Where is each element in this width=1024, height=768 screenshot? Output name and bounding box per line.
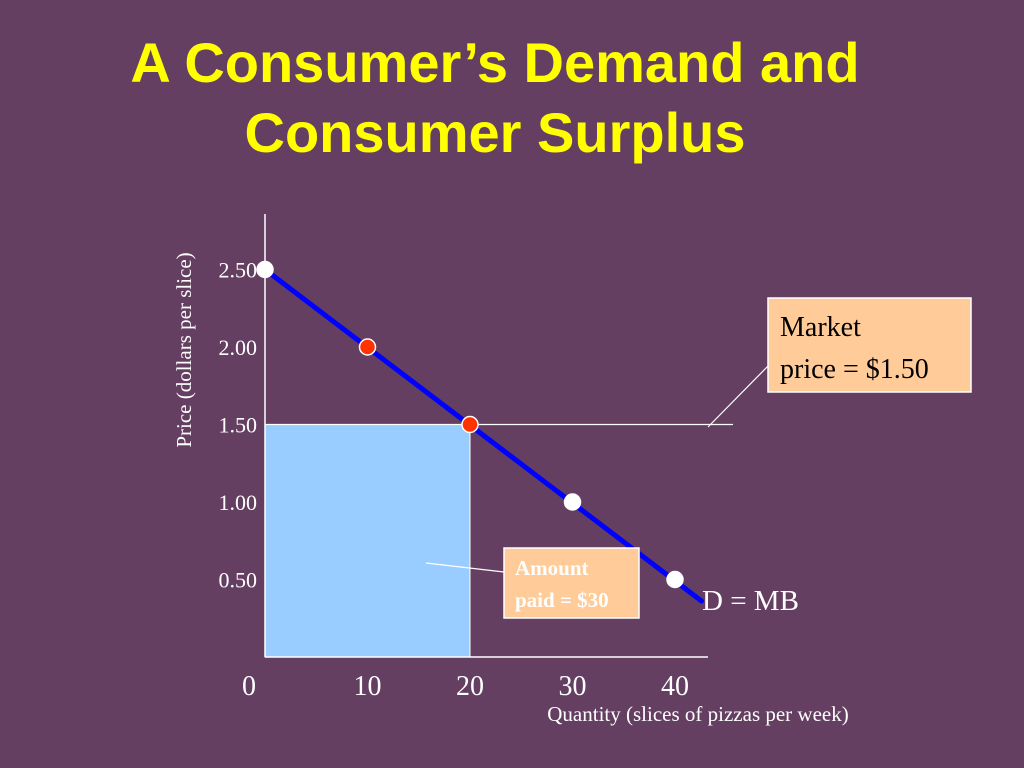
amount-paid-callout [503, 547, 640, 619]
title-line-1: A Consumer’s Demand and [130, 31, 860, 94]
x-tick-label: 40 [661, 671, 689, 702]
market-price-leader [707, 365, 769, 428]
demand-curve [262, 267, 704, 604]
y-tick-label: 0.50 [219, 568, 258, 593]
x-axis-label: Quantity (slices of pizzas per week) [547, 702, 848, 726]
demand-point-marker [358, 338, 377, 356]
x-tick-labels: 0 10 20 30 40 [242, 671, 689, 702]
x-tick-label: 0 [242, 671, 256, 702]
title-line-2: Consumer Surplus [244, 101, 746, 164]
x-tick-label: 30 [559, 671, 587, 702]
demand-point-marker [563, 493, 582, 511]
demand-point-marker [666, 570, 684, 589]
y-tick-label: 2.50 [219, 258, 258, 283]
y-tick-label: 2.00 [219, 335, 258, 360]
slide-title: A Consumer’s Demand and Consumer Surplus [0, 28, 990, 168]
market-price-text-1: Market [780, 312, 861, 343]
market-price-callout [767, 297, 972, 393]
amount-paid-text-1: Amount [515, 556, 589, 580]
amount-paid-text-2: paid = $30 [515, 588, 609, 612]
x-tick-label: 20 [456, 671, 484, 702]
market-price-text-2: price = $1.50 [780, 354, 929, 385]
demand-point-marker [461, 415, 479, 434]
amount-paid-area [264, 424, 471, 658]
demand-point-marker [256, 260, 274, 279]
demand-points [256, 260, 684, 589]
amount-paid-leader [425, 562, 505, 573]
y-tick-label: 1.50 [219, 413, 258, 438]
demand-label: D = MB [702, 585, 799, 617]
x-tick-label: 10 [354, 671, 382, 702]
y-tick-labels: 0.50 1.00 1.50 2.00 2.50 [219, 258, 258, 593]
y-axis-label: Price (dollars per slice) [172, 252, 196, 447]
y-tick-label: 1.00 [219, 490, 258, 515]
